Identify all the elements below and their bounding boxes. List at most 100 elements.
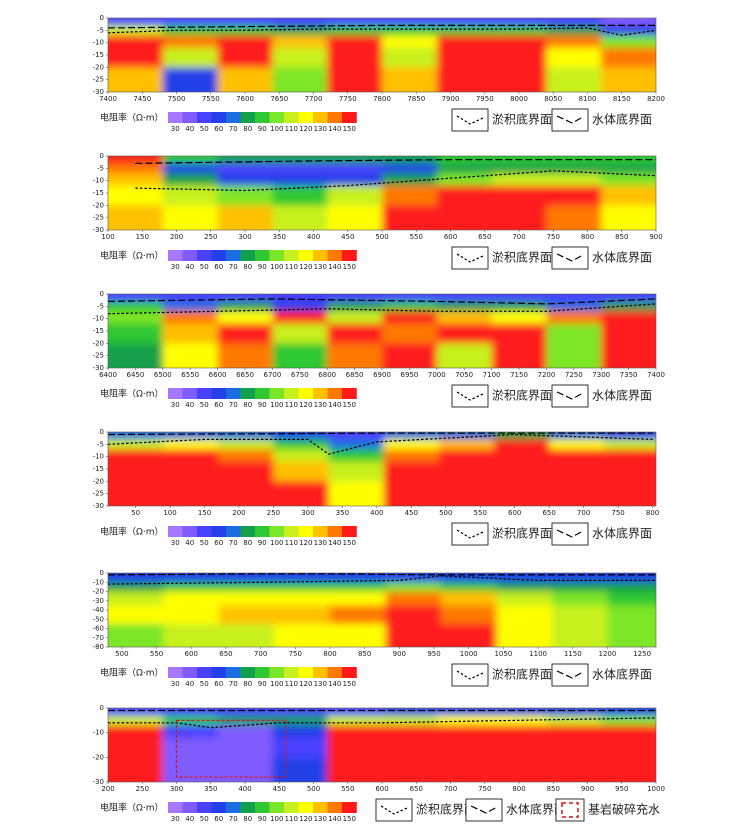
cells <box>108 18 656 92</box>
x-tick-label: 350 <box>273 233 286 241</box>
resistivity-cell <box>551 573 608 583</box>
boundary-line <box>108 24 656 29</box>
colorbar-tick-label: 100 <box>270 401 283 409</box>
colorbar-tick-label: 40 <box>185 263 194 271</box>
legend-box <box>451 384 489 408</box>
resistivity-cell <box>436 35 493 49</box>
colorbar-tick-label: 110 <box>285 680 298 688</box>
boundary-line <box>108 433 653 455</box>
resistivity-cell <box>549 449 605 463</box>
resistivity-cell <box>436 67 493 92</box>
colorbar-tick-label: 30 <box>171 125 180 133</box>
resistivity-cell <box>217 163 273 174</box>
x-tick-label: 850 <box>615 233 628 241</box>
resistivity-cell <box>385 623 442 647</box>
resistivity-cell <box>491 25 547 36</box>
x-tick-label: 6400 <box>99 371 117 379</box>
x-tick-label: 6450 <box>126 371 144 379</box>
legend-line <box>556 253 584 262</box>
x-tick-label: 950 <box>427 650 440 658</box>
resistivity-cell <box>327 25 383 36</box>
cells <box>108 294 656 368</box>
resistivity-cell <box>217 343 273 368</box>
colorbar-tick-label: 120 <box>299 539 312 547</box>
resistivity-cell <box>327 323 383 344</box>
x-tick-label: 350 <box>336 509 349 517</box>
y-tick-label: -30 <box>93 364 104 372</box>
x-tick-label: 250 <box>267 509 280 517</box>
colorbar-swatch <box>211 526 227 537</box>
resistivity-cell <box>491 708 547 716</box>
resistivity-cell <box>217 301 273 312</box>
colorbar-tick-label: 40 <box>185 815 194 823</box>
resistivity-cell <box>551 591 608 606</box>
resistivity-cell <box>383 481 440 506</box>
legend-box <box>451 108 489 132</box>
resistivity-cell <box>436 163 493 174</box>
boundary-line <box>108 298 656 305</box>
x-tick-label: 750 <box>478 785 491 793</box>
resistivity-cell <box>327 67 383 92</box>
colorbar-swatch <box>255 388 270 399</box>
resistivity-cell <box>494 461 550 482</box>
x-tick-label: 400 <box>307 233 320 241</box>
resistivity-cell <box>436 301 493 312</box>
colorbar-tick-label: 100 <box>270 125 283 133</box>
resistivity-cell <box>162 18 219 26</box>
x-tick-label: 6900 <box>373 371 391 379</box>
colorbar-swatch <box>342 112 357 123</box>
resistivity-cell <box>494 481 550 506</box>
resistivity-cell <box>217 18 273 26</box>
resistivity-cell <box>273 481 330 506</box>
resistivity-cell <box>549 432 605 440</box>
x-tick-label: 1050 <box>494 650 512 658</box>
x-tick-label: 7450 <box>133 95 151 103</box>
x-tick-label: 7300 <box>592 371 610 379</box>
resistivity-cell <box>382 715 438 726</box>
x-tick-label: 800 <box>646 509 659 517</box>
colorbar-tick-label: 140 <box>328 401 341 409</box>
resistivity-cell <box>274 605 331 625</box>
resistivity-cell <box>601 205 656 230</box>
resistivity-cell <box>436 708 493 716</box>
legend-line <box>456 253 484 263</box>
resistivity-cell <box>163 623 220 647</box>
x-tick-label: 7100 <box>483 371 501 379</box>
colorbar-swatch <box>255 250 270 261</box>
resistivity-cell <box>546 323 602 344</box>
colorbar-tick-label: 120 <box>299 815 312 823</box>
resistivity-cell <box>496 591 553 606</box>
x-tick-label: 1150 <box>564 650 582 658</box>
x-tick-label: 800 <box>581 233 594 241</box>
resistivity-cell <box>546 301 602 312</box>
resistivity-cell <box>108 605 164 625</box>
resistivity-cell <box>327 205 383 230</box>
resistivity-cell <box>108 432 164 440</box>
resistivity-cell <box>108 573 164 583</box>
resistivity-cell <box>385 591 442 606</box>
resistivity-cell <box>273 449 330 463</box>
legend-line <box>470 805 498 814</box>
resistivity-cell <box>440 623 497 647</box>
resistivity-cell <box>272 25 328 36</box>
resistivity-cell <box>163 582 220 592</box>
boundary-line <box>135 159 656 164</box>
resistivity-cell <box>108 591 164 606</box>
colorbar-label: 电阻率（Ω·m） <box>100 112 164 124</box>
colorbar-tick-label: 120 <box>299 263 312 271</box>
colorbar-swatch <box>226 112 241 123</box>
resistivity-cell <box>272 67 328 92</box>
colorbar-swatch <box>327 388 343 399</box>
resistivity-cell <box>108 449 164 463</box>
colorbar-tick-label: 140 <box>328 815 341 823</box>
colorbar-tick-label: 150 <box>343 401 356 409</box>
colorbar-tick-label: 70 <box>229 125 238 133</box>
x-tick-label: 8200 <box>647 95 665 103</box>
colorbar-swatch <box>313 112 328 123</box>
resistivity-cell <box>385 582 442 592</box>
colorbar-tick-label: 60 <box>214 125 223 133</box>
legend-box <box>551 246 589 270</box>
resistivity-cell <box>162 311 219 325</box>
colorbar-swatch <box>226 667 241 678</box>
resistivity-cell <box>218 449 274 463</box>
